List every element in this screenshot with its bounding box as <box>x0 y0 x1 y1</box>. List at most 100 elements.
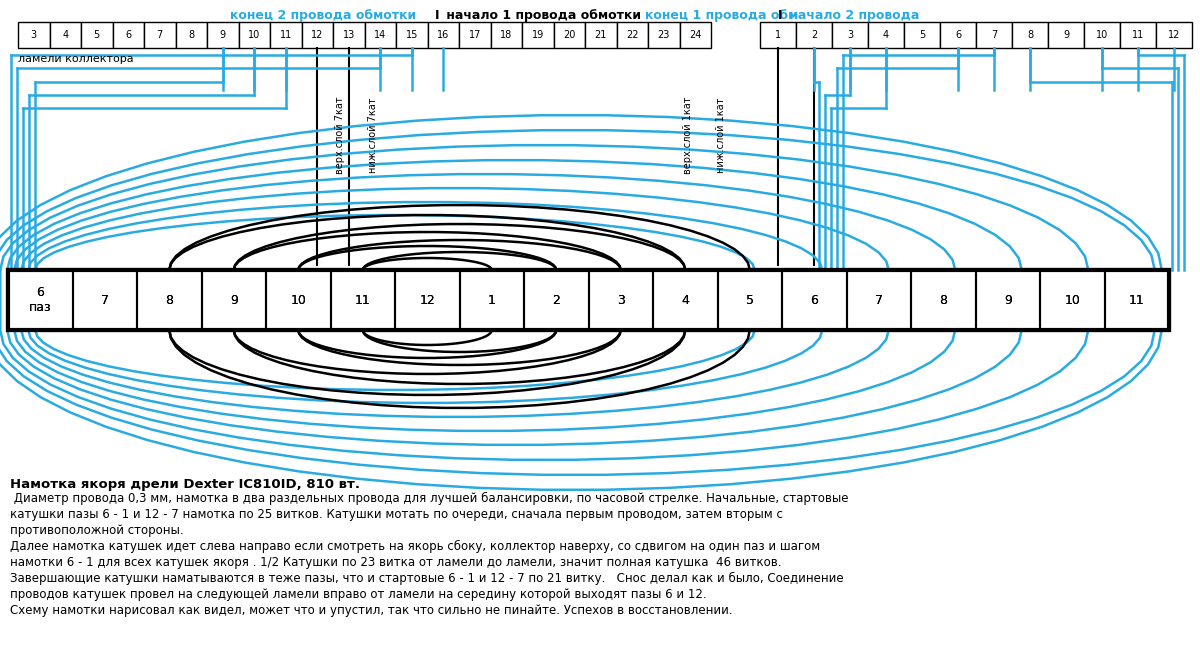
Text: конец 2 провода обмотки: конец 2 провода обмотки <box>230 9 420 22</box>
Bar <box>458 22 491 48</box>
Text: 9: 9 <box>230 294 238 306</box>
Text: Далее намотка катушек идет слева направо если смотреть на якорь сбоку, коллектор: Далее намотка катушек идет слева направо… <box>10 540 821 553</box>
Text: 7: 7 <box>101 294 109 306</box>
Text: 23: 23 <box>658 30 670 40</box>
Text: 17: 17 <box>468 30 481 40</box>
Bar <box>553 22 586 48</box>
Text: конец 1 провода обм: конец 1 провода обм <box>646 9 798 22</box>
Text: противоположной стороны.: противоположной стороны. <box>10 524 184 537</box>
Text: 11: 11 <box>1129 294 1145 306</box>
Text: Схему намотки нарисовал как видел, может что и упустил, так что сильно не пинайт: Схему намотки нарисовал как видел, может… <box>10 604 733 617</box>
Text: 6: 6 <box>810 294 818 306</box>
Text: 3: 3 <box>847 30 853 40</box>
Bar <box>49 22 82 48</box>
Text: начало 1 провода обмотки: начало 1 провода обмотки <box>442 9 641 22</box>
Bar <box>334 22 365 48</box>
Text: 10: 10 <box>1064 294 1080 306</box>
Text: 6: 6 <box>955 30 961 40</box>
Text: 19: 19 <box>532 30 544 40</box>
Text: 7: 7 <box>875 294 883 306</box>
Text: 5: 5 <box>745 294 754 306</box>
Text: 9: 9 <box>1004 294 1012 306</box>
Text: 3: 3 <box>617 294 625 306</box>
Text: 12: 12 <box>419 294 436 306</box>
Bar <box>8 270 1169 330</box>
Bar <box>239 22 270 48</box>
Text: 5: 5 <box>94 30 100 40</box>
Text: проводов катушек провел на следующей ламели вправо от ламели на середину которой: проводов катушек провел на следующей лам… <box>10 588 707 601</box>
Text: 9: 9 <box>220 30 226 40</box>
Bar <box>586 22 617 48</box>
Text: I: I <box>436 9 439 22</box>
Text: ниж.слой 1кат: ниж.слой 1кат <box>716 97 726 172</box>
Text: 9: 9 <box>230 294 238 306</box>
Text: Намотка якоря дрели Dexter IC810ID, 810 вт.: Намотка якоря дрели Dexter IC810ID, 810 … <box>10 478 360 491</box>
Text: 1: 1 <box>488 294 496 306</box>
Text: 7: 7 <box>157 30 163 40</box>
Text: 12: 12 <box>311 30 324 40</box>
Bar <box>648 22 679 48</box>
Bar <box>796 22 832 48</box>
Bar <box>113 22 144 48</box>
Bar <box>396 22 427 48</box>
Text: 11: 11 <box>280 30 292 40</box>
Text: 12: 12 <box>1168 30 1180 40</box>
Text: 11: 11 <box>1129 294 1145 306</box>
Text: 7: 7 <box>991 30 997 40</box>
Text: 21: 21 <box>594 30 607 40</box>
Bar <box>1120 22 1156 48</box>
Bar <box>940 22 976 48</box>
Text: 2: 2 <box>552 294 560 306</box>
Text: 5: 5 <box>745 294 754 306</box>
Bar <box>868 22 904 48</box>
Text: 2: 2 <box>811 30 817 40</box>
Text: катушки пазы 6 - 1 и 12 - 7 намотка по 25 витков. Катушки мотать по очереди, сна: катушки пазы 6 - 1 и 12 - 7 намотка по 2… <box>10 508 782 521</box>
Text: 3: 3 <box>31 30 37 40</box>
Text: 12: 12 <box>419 294 436 306</box>
Bar <box>208 22 239 48</box>
Bar <box>617 22 648 48</box>
Text: 4: 4 <box>883 30 889 40</box>
Bar <box>760 22 796 48</box>
Text: 8: 8 <box>940 294 947 306</box>
Text: 18: 18 <box>500 30 512 40</box>
Bar <box>301 22 334 48</box>
Bar <box>18 22 49 48</box>
Bar <box>679 22 710 48</box>
Text: 13: 13 <box>343 30 355 40</box>
Text: 8: 8 <box>940 294 947 306</box>
Bar <box>1012 22 1048 48</box>
Text: 16: 16 <box>437 30 449 40</box>
Text: I: I <box>778 9 782 22</box>
Text: верх.слой 7кат: верх.слой 7кат <box>335 96 346 174</box>
Text: намотки 6 - 1 для всех катушек якоря . 1/2 Катушки по 23 витка от ламели до ламе: намотки 6 - 1 для всех катушек якоря . 1… <box>10 556 781 569</box>
Text: 9: 9 <box>1004 294 1012 306</box>
Text: 7: 7 <box>101 294 109 306</box>
Bar <box>144 22 175 48</box>
Bar <box>427 22 458 48</box>
Text: 4: 4 <box>682 294 689 306</box>
Text: 3: 3 <box>617 294 625 306</box>
Bar <box>1084 22 1120 48</box>
Text: 8: 8 <box>166 294 173 306</box>
Text: ниж.слой 7кат: ниж.слой 7кат <box>368 97 378 172</box>
Text: 15: 15 <box>406 30 418 40</box>
Text: 9: 9 <box>1063 30 1069 40</box>
Text: 10: 10 <box>290 294 306 306</box>
Bar <box>175 22 208 48</box>
Text: 6: 6 <box>125 30 131 40</box>
Bar <box>1156 22 1192 48</box>
Bar <box>491 22 522 48</box>
Text: 6
паз: 6 паз <box>29 286 52 314</box>
Text: 14: 14 <box>374 30 386 40</box>
Text: 8: 8 <box>166 294 173 306</box>
Bar <box>832 22 868 48</box>
Bar <box>522 22 553 48</box>
Bar <box>365 22 396 48</box>
Text: 2: 2 <box>552 294 560 306</box>
Text: 10: 10 <box>1096 30 1108 40</box>
Text: 4: 4 <box>62 30 68 40</box>
Text: 24: 24 <box>689 30 702 40</box>
Bar <box>976 22 1012 48</box>
Bar <box>1048 22 1084 48</box>
